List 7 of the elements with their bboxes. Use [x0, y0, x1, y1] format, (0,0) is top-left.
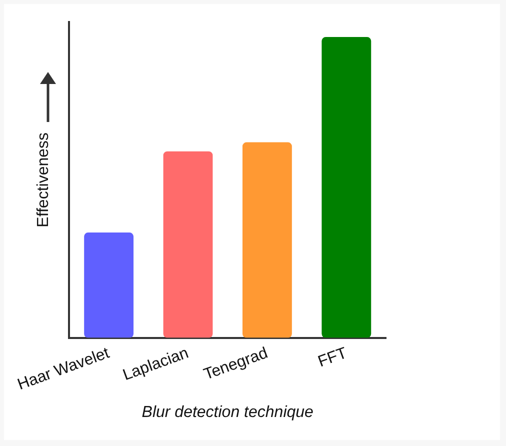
x-tick-label: FFT	[316, 344, 350, 371]
bar	[163, 151, 213, 338]
y-axis-title: Effectiveness	[35, 132, 52, 228]
bar	[242, 142, 292, 338]
x-axis-title: Blur detection technique	[142, 404, 314, 421]
bar	[322, 37, 372, 338]
bar	[84, 232, 134, 338]
